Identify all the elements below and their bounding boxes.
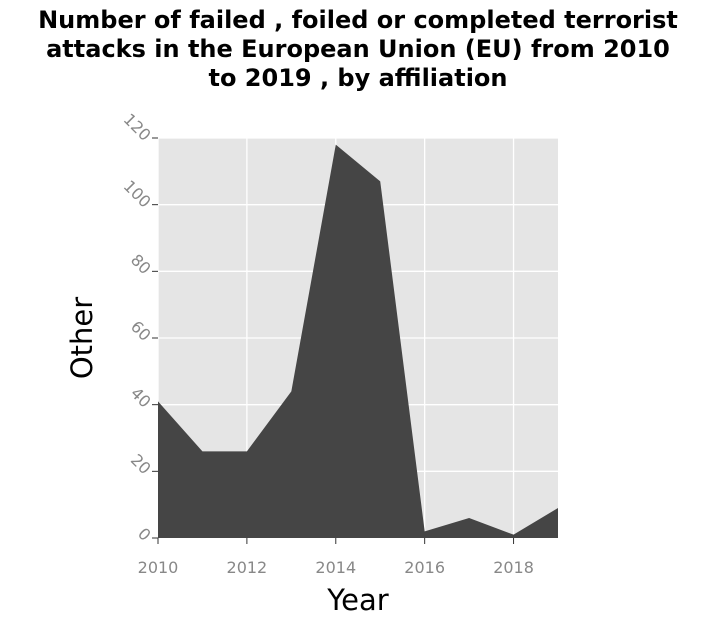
y-axis-label: Other <box>65 297 99 379</box>
chart-title-line-3: to 2019 , by affiliation <box>208 64 508 92</box>
x-tick-label: 2018 <box>493 558 534 577</box>
y-tick-label: 80 <box>127 250 155 278</box>
x-tick-label: 2012 <box>227 558 268 577</box>
chart-title-line-2: attacks in the European Union (EU) from … <box>46 35 670 63</box>
y-tick-label: 0 <box>134 524 155 545</box>
y-tick-label: 60 <box>127 317 155 345</box>
x-tick-label: 2010 <box>138 558 179 577</box>
y-axis-ticks: 0 20 40 60 80 100 120 <box>120 110 158 545</box>
area-series <box>158 144 558 539</box>
chart-title-line-1: Number of failed , foiled or completed t… <box>38 6 678 34</box>
y-tick-label: 20 <box>127 450 155 478</box>
x-tick-label: 2016 <box>404 558 445 577</box>
x-axis-ticks: 2010 2012 2014 2016 2018 <box>138 538 534 577</box>
x-axis-label: Year <box>326 583 388 617</box>
y-tick-label: 120 <box>120 110 155 145</box>
y-tick-label: 100 <box>120 176 155 211</box>
x-tick-label: 2014 <box>315 558 356 577</box>
chart-title: Number of failed , foiled or completed t… <box>0 6 716 93</box>
y-tick-label: 40 <box>127 384 155 412</box>
